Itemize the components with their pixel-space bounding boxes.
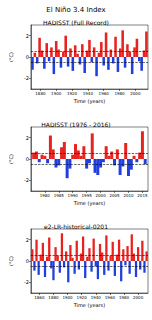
svg-text:0: 0 xyxy=(26,156,29,162)
svg-text:2: 2 xyxy=(26,237,29,243)
svg-text:1960: 1960 xyxy=(105,295,116,300)
svg-text:-2: -2 xyxy=(24,279,29,285)
svg-text:1960: 1960 xyxy=(99,91,110,96)
svg-text:0: 0 xyxy=(26,54,29,60)
svg-text:(°C): (°C) xyxy=(8,52,14,62)
svg-text:2: 2 xyxy=(26,135,29,141)
svg-text:1860: 1860 xyxy=(34,295,45,300)
svg-text:2000: 2000 xyxy=(133,295,144,300)
svg-text:1880: 1880 xyxy=(48,295,59,300)
svg-text:El Niño 3.4 Index: El Niño 3.4 Index xyxy=(46,6,105,14)
svg-text:1985: 1985 xyxy=(54,193,65,198)
svg-text:0: 0 xyxy=(26,258,29,264)
svg-text:1990: 1990 xyxy=(68,193,79,198)
svg-text:2005: 2005 xyxy=(109,193,120,198)
svg-text:HADISST (Full Record): HADISST (Full Record) xyxy=(43,19,109,26)
svg-text:1900: 1900 xyxy=(51,91,62,96)
svg-text:2: 2 xyxy=(26,33,29,39)
svg-text:2000: 2000 xyxy=(130,91,141,96)
svg-text:1980: 1980 xyxy=(119,295,130,300)
svg-text:2015: 2015 xyxy=(137,193,148,198)
svg-text:-2: -2 xyxy=(24,75,29,81)
svg-text:1920: 1920 xyxy=(77,295,88,300)
svg-text:1940: 1940 xyxy=(91,295,102,300)
svg-text:1980: 1980 xyxy=(40,193,51,198)
svg-text:Time (years): Time (years) xyxy=(73,98,106,105)
svg-text:(°C): (°C) xyxy=(8,256,14,266)
svg-text:(°C): (°C) xyxy=(8,154,14,164)
svg-text:Time (years): Time (years) xyxy=(73,200,106,207)
svg-text:1880: 1880 xyxy=(35,91,46,96)
svg-text:e2-LR-historical-0201: e2-LR-historical-0201 xyxy=(44,223,108,230)
svg-text:1920: 1920 xyxy=(67,91,78,96)
svg-text:Time (years): Time (years) xyxy=(73,302,106,309)
svg-text:1980: 1980 xyxy=(114,91,125,96)
svg-text:-2: -2 xyxy=(24,177,29,183)
svg-text:1900: 1900 xyxy=(62,295,73,300)
svg-text:2000: 2000 xyxy=(96,193,107,198)
svg-text:2010: 2010 xyxy=(123,193,134,198)
svg-text:1995: 1995 xyxy=(82,193,93,198)
svg-text:HADISST (1976 - 2016): HADISST (1976 - 2016) xyxy=(41,121,110,128)
svg-text:1940: 1940 xyxy=(83,91,94,96)
